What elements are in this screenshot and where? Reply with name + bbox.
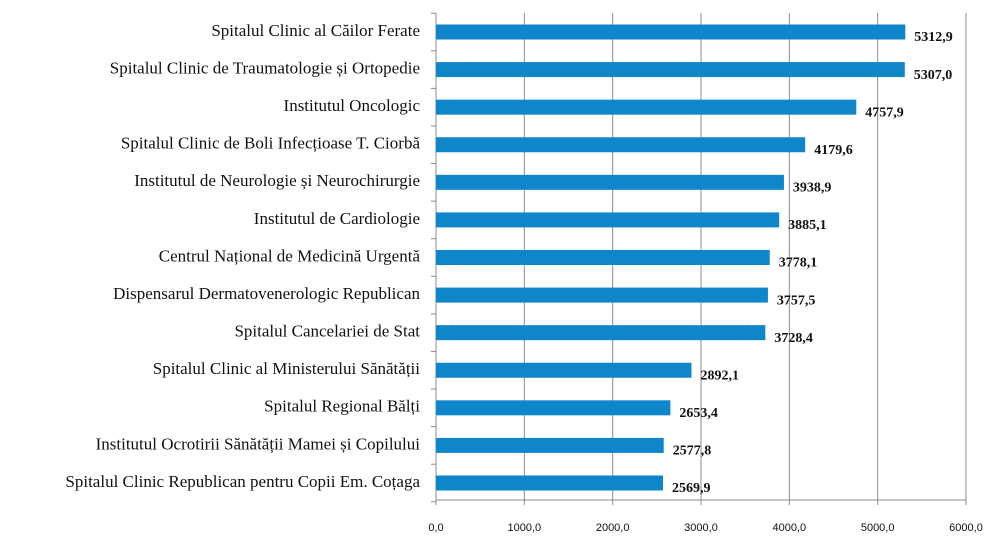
value-label: 5312,9 bbox=[914, 30, 953, 45]
x-tick-label: 1000,0 bbox=[508, 522, 542, 534]
bar bbox=[436, 174, 784, 190]
value-label: 4757,9 bbox=[865, 105, 904, 120]
value-label: 2653,4 bbox=[679, 406, 718, 421]
value-label: 4179,6 bbox=[814, 143, 853, 158]
x-tick-label: 4000,0 bbox=[773, 522, 807, 534]
bar bbox=[436, 475, 664, 491]
category-label: Spitalul Clinic al Ministerului Sănătăți… bbox=[153, 359, 421, 378]
category-label: Institutul Ocrotirii Sănătății Mamei și … bbox=[96, 434, 421, 453]
category-label: Centrul Național de Medicină Urgentă bbox=[159, 246, 421, 265]
x-tick-label: 5000,0 bbox=[861, 522, 895, 534]
category-label: Spitalul Clinic Republican pentru Copii … bbox=[65, 472, 420, 491]
bar bbox=[436, 437, 664, 453]
x-tick-label: 6000,0 bbox=[949, 522, 983, 534]
category-label: Institutul Oncologic bbox=[284, 96, 421, 115]
category-label: Spitalul Clinic al Căilor Ferate bbox=[211, 21, 420, 40]
value-label: 3728,4 bbox=[774, 331, 813, 346]
category-label: Spitalul Cancelariei de Stat bbox=[234, 322, 420, 341]
category-label: Institutul de Neurologie și Neurochirurg… bbox=[134, 171, 420, 190]
category-label: Spitalul Clinic de Traumatologie și Orto… bbox=[110, 58, 420, 77]
x-tick-label: 3000,0 bbox=[684, 522, 718, 534]
bar bbox=[436, 325, 766, 341]
bar bbox=[436, 24, 906, 40]
value-label: 2577,8 bbox=[673, 444, 712, 459]
value-label: 5307,0 bbox=[914, 68, 953, 83]
x-tick-label: 2000,0 bbox=[596, 522, 630, 534]
bar bbox=[436, 212, 780, 228]
value-label: 3778,1 bbox=[779, 256, 818, 271]
bar bbox=[436, 99, 857, 115]
category-label: Institutul de Cardiologie bbox=[254, 209, 420, 228]
category-label: Dispensarul Dermatovenerologic Republica… bbox=[113, 284, 420, 303]
value-label: 3885,1 bbox=[788, 218, 827, 233]
value-label: 2892,1 bbox=[700, 368, 739, 383]
bar bbox=[436, 62, 905, 78]
value-label: 2569,9 bbox=[672, 481, 711, 496]
bar bbox=[436, 287, 768, 303]
x-tick-label: 0,0 bbox=[428, 522, 443, 534]
bar bbox=[436, 362, 692, 378]
category-label: Spitalul Regional Bălți bbox=[264, 397, 420, 416]
value-label: 3938,9 bbox=[793, 181, 832, 196]
bar bbox=[436, 137, 806, 153]
value-label: 3757,5 bbox=[777, 293, 816, 308]
bar bbox=[436, 400, 671, 416]
bar bbox=[436, 250, 770, 265]
category-label: Spitalul Clinic de Boli Infecțioase T. C… bbox=[121, 134, 421, 153]
